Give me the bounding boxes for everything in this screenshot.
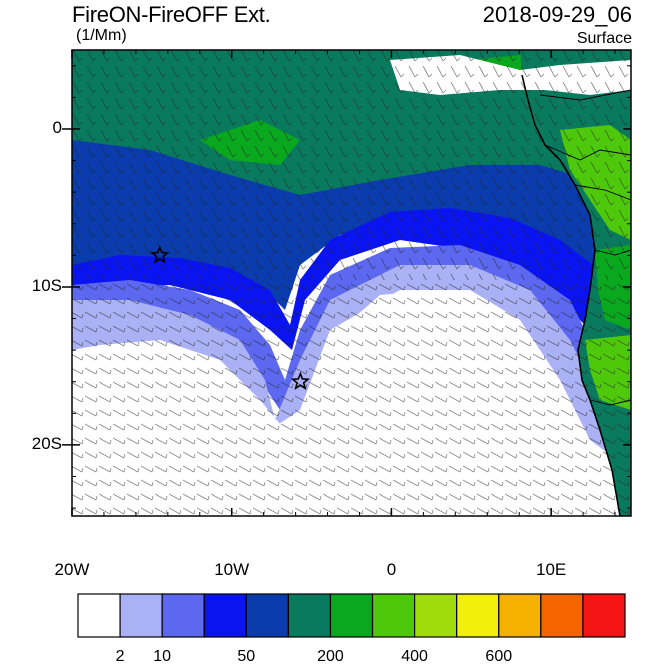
colorbar-swatch xyxy=(456,593,500,638)
colorbar-label: 400 xyxy=(401,648,428,665)
colorbar-label: 200 xyxy=(317,648,344,665)
colorbar-swatch xyxy=(371,593,416,638)
x-tick-label: 10E xyxy=(536,560,567,579)
colorbar-swatch xyxy=(203,593,247,638)
x-tick-label: 10W xyxy=(214,560,250,579)
colorbar-swatch xyxy=(287,593,332,638)
colorbar-swatch xyxy=(77,593,121,638)
colorbar-swatch xyxy=(540,593,584,638)
colorbar-swatch xyxy=(498,593,542,638)
level-label: Surface xyxy=(576,30,632,47)
markers-layer xyxy=(150,245,311,390)
country-borders xyxy=(539,89,631,406)
map-field xyxy=(72,50,631,516)
colorbar-swatch xyxy=(582,593,626,638)
star-1-marker xyxy=(150,245,170,264)
colorbar-swatch xyxy=(245,593,289,638)
plot-timestamp: 2018-09-29_06 xyxy=(482,2,632,27)
colorbar-label: 600 xyxy=(485,648,513,665)
x-tick-label: 0 xyxy=(386,560,397,579)
x-tick-label: 20W xyxy=(54,560,90,579)
wind-barbs-north xyxy=(72,50,631,280)
units-label: (1/Mm) xyxy=(76,27,127,44)
star-2-marker xyxy=(290,371,311,390)
colorbar-swatch xyxy=(329,593,374,638)
y-tick-label: 10S xyxy=(31,275,62,295)
colorbar-label: 10 xyxy=(153,648,172,665)
y-tick-label: 0 xyxy=(52,117,62,137)
colorbar xyxy=(77,593,626,638)
axis-ticks xyxy=(62,50,631,516)
colorbar-label: 2 xyxy=(115,648,125,665)
wind-barbs-south xyxy=(72,280,631,516)
colorbar-swatch xyxy=(414,593,458,638)
colorbar-swatch xyxy=(119,593,163,638)
y-tick-label: 20S xyxy=(31,433,62,453)
plot-frame xyxy=(71,49,632,517)
coastline xyxy=(521,74,621,516)
colorbar-label: 50 xyxy=(237,648,256,665)
plot-title: FireON-FireOFF Ext. xyxy=(72,2,271,27)
colorbar-swatch xyxy=(161,593,205,638)
